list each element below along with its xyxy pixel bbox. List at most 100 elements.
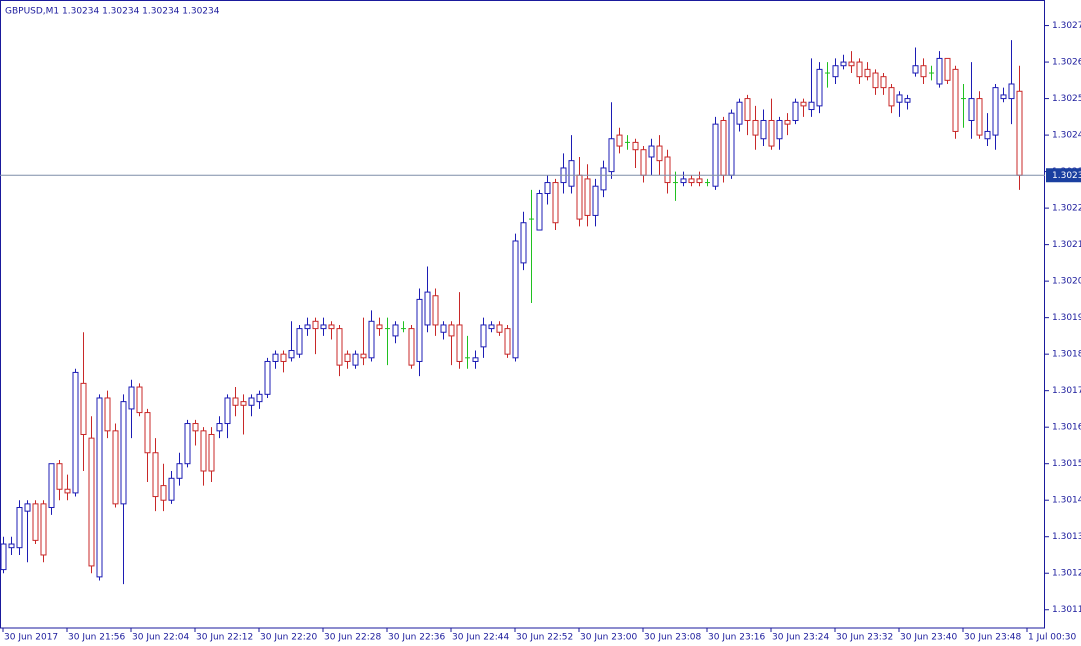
x-tick-label: 30 Jun 22:44 [452, 633, 509, 643]
candle-body [40, 503, 47, 556]
plot-frame [0, 0, 1045, 629]
candle-body [696, 178, 703, 184]
y-tick-label: 1.3018 [1052, 350, 1081, 360]
candle-body [168, 477, 175, 501]
candle-body [848, 61, 855, 67]
candle-body [632, 141, 639, 151]
candle-body [48, 463, 55, 509]
candle-body [272, 353, 279, 362]
candle-body [552, 182, 559, 224]
y-tick-label: 1.3019 [1052, 313, 1081, 323]
y-tick-label: 1.3016 [1052, 423, 1081, 433]
y-tick-label: 1.3025 [1052, 94, 1081, 104]
candle-body [680, 178, 687, 184]
candle-body [864, 68, 871, 78]
candle-body [176, 463, 183, 479]
candle-body [872, 72, 879, 89]
candle-body [368, 320, 375, 359]
candle-body [520, 222, 527, 264]
x-tick-label: 30 Jun 22:36 [388, 633, 445, 643]
candle-body [936, 57, 943, 85]
candle-body [496, 324, 503, 333]
candle-body [360, 353, 367, 359]
candle-body [224, 397, 231, 425]
candle-body [32, 503, 39, 541]
candle-body [200, 430, 207, 472]
x-tick-label: 30 Jun 23:32 [836, 633, 893, 643]
candle-body [840, 61, 847, 67]
candle-body [608, 138, 615, 173]
candle-body [600, 167, 607, 191]
candle-body [816, 68, 823, 107]
x-tick-label: 30 Jun 23:00 [580, 633, 637, 643]
candle-body [280, 353, 287, 362]
candle-body [288, 350, 295, 359]
candle-body [448, 324, 455, 337]
candle-body [256, 393, 263, 403]
candle-body [160, 485, 167, 501]
candle-body [104, 397, 111, 432]
x-tick-label: 30 Jun 23:08 [644, 633, 701, 643]
x-tick-label: 30 Jun 23:48 [964, 633, 1021, 643]
y-tick-label: 1.3014 [1052, 496, 1081, 506]
last-price-label: 1.3023 [1052, 171, 1081, 181]
candle-body [728, 112, 735, 176]
candle-body [984, 130, 991, 140]
x-tick-label: 30 Jun 22:12 [196, 633, 253, 643]
candle-body [408, 328, 415, 366]
candle-body [832, 65, 839, 78]
candle-body [720, 119, 727, 176]
candle-body [944, 57, 951, 81]
candle-body [152, 452, 159, 498]
candle-body [920, 65, 927, 78]
candle-body [968, 98, 975, 121]
candle-body [736, 101, 743, 125]
candle-body [456, 324, 463, 362]
candle-body [576, 174, 583, 220]
candle-body [192, 423, 199, 432]
y-tick-label: 1.3026 [1052, 58, 1081, 68]
candle-body [776, 119, 783, 140]
candle-body [856, 61, 863, 78]
x-tick-label: 30 Jun 2017 [4, 633, 58, 643]
candle-body [504, 328, 511, 355]
candle-body [536, 193, 543, 231]
candle-body [688, 178, 695, 184]
x-tick-label: 30 Jun 22:20 [260, 633, 317, 643]
candle-body [904, 98, 911, 103]
candle-body [312, 320, 319, 330]
candle-body [512, 240, 519, 359]
candle-body [72, 371, 79, 494]
candle-body [392, 324, 399, 337]
candle-body [784, 119, 791, 125]
candle-body [1000, 94, 1007, 100]
candle-body [888, 87, 895, 107]
y-tick-label: 1.3012 [1052, 569, 1081, 579]
candle-body [656, 145, 663, 162]
candle-body [88, 437, 95, 567]
candle-body [240, 401, 247, 406]
candle-body [416, 298, 423, 362]
y-tick-label: 1.3027 [1052, 21, 1081, 31]
x-tick-label: 30 Jun 22:04 [132, 633, 189, 643]
candle-body [216, 423, 223, 432]
candle-body [64, 488, 71, 494]
candle-body [8, 543, 15, 549]
candle-body [0, 543, 7, 571]
candle-body [792, 101, 799, 121]
x-tick-label: 1 Jul 00:30 [1028, 633, 1077, 643]
candle-body [120, 401, 127, 505]
y-tick-label: 1.3015 [1052, 459, 1081, 469]
candle-body [640, 149, 647, 176]
candle-body [80, 382, 87, 435]
candle-body [768, 119, 775, 147]
candle-body [992, 87, 999, 136]
candle-body [336, 328, 343, 366]
candle-body [584, 178, 591, 216]
candle-body [648, 145, 655, 158]
candle-body [328, 324, 335, 330]
candle-body [376, 324, 383, 330]
candle-body [752, 119, 759, 136]
